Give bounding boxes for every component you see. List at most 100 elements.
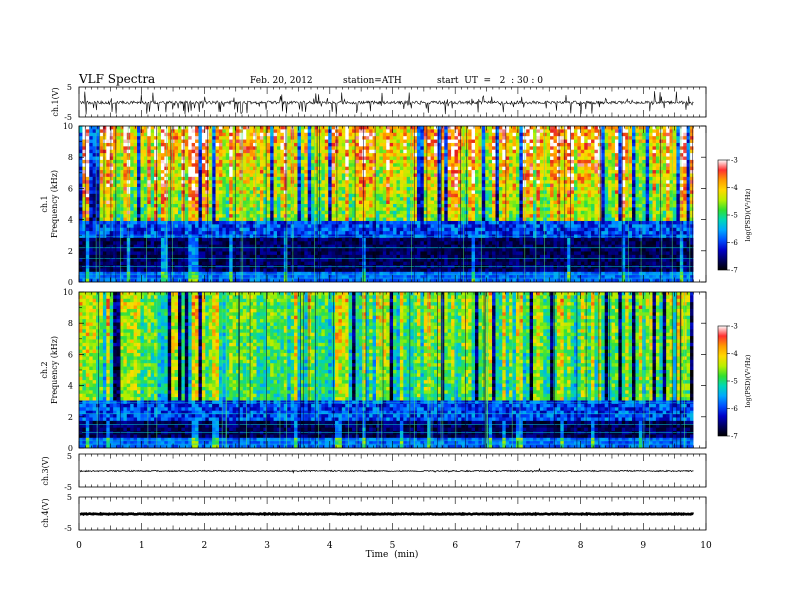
ch1-spectrogram-cell — [399, 146, 404, 151]
ch1-spectrogram-cell — [249, 153, 254, 157]
ch1-spectrogram-cell — [659, 187, 664, 191]
ch1-spectrogram-cell — [171, 183, 175, 188]
ch1-spectrogram-cell — [447, 190, 452, 195]
ch1-spectrogram-cell — [181, 193, 186, 198]
ch1-spectrogram-cell — [266, 190, 271, 195]
ch1-spectrogram-cell — [317, 126, 322, 130]
ch1-spectrogram-cell — [676, 197, 681, 202]
ch1-spectrogram-cell — [137, 142, 141, 147]
ch1-spectrogram-cell — [188, 183, 193, 188]
ch1-spectrogram-cell — [669, 159, 674, 164]
ch1-spectrogram-cell — [539, 139, 544, 144]
ch1-spectrogram-cell — [563, 126, 568, 130]
ch1-spectrogram-cell — [621, 139, 626, 144]
ch1-spectrogram-cell — [130, 129, 135, 134]
ch1-spectrogram-cell — [393, 217, 397, 222]
ch1-spectrogram-cell — [358, 187, 363, 191]
ch1-spectrogram-cell — [529, 159, 534, 164]
ch1-spectrogram-cell — [372, 210, 377, 215]
ch1-spectrogram-cell — [632, 204, 636, 208]
ch1-spectrogram-cell — [406, 142, 411, 147]
ch1-spectrogram-cell — [348, 204, 353, 208]
ch1-spectrogram-cell — [345, 159, 350, 164]
ch1-spectrogram-cell — [621, 149, 626, 154]
ch1-spectrogram-cell — [324, 204, 329, 208]
ch1-spectrogram-cell — [434, 129, 438, 134]
ch1-spectrogram-cell — [208, 139, 213, 144]
ch1-spectrogram-cell — [437, 176, 442, 181]
ch1-spectrogram-cell — [270, 173, 274, 178]
ch1-spectrogram-cell — [403, 183, 408, 188]
ch1-spectrogram-cell — [116, 214, 121, 218]
ch1-spectrogram-cell — [546, 149, 551, 154]
ch1-spectrogram-cell — [345, 183, 350, 188]
ch1-spectrogram-cell — [140, 204, 145, 208]
ch1-spectrogram-cell — [102, 129, 107, 134]
ch1-spectrogram-cell — [584, 139, 589, 144]
ch1-spectrogram-cell — [229, 166, 234, 171]
ch1-spectrogram-cell — [509, 129, 513, 134]
ch1-spectrogram-cell — [505, 156, 510, 161]
ch1-spectrogram-cell — [188, 180, 193, 185]
ch1-spectrogram-cell — [519, 132, 524, 137]
ch1-spectrogram-cell — [519, 166, 524, 171]
ch1-spectrogram-cell — [608, 197, 612, 202]
ch1-spectrogram-cell — [659, 159, 664, 164]
ch1-spectrogram-cell — [181, 129, 186, 134]
ch1-spectrogram-cell — [604, 149, 609, 154]
ch1-spectrogram-cell — [317, 187, 322, 191]
ch1-spectrogram-cell — [512, 156, 517, 161]
ch1-spectrogram-cell — [184, 159, 189, 164]
ch1-spectrogram-cell — [106, 187, 111, 191]
ch1-spectrogram-cell — [669, 183, 674, 188]
ch1-spectrogram-cell — [584, 170, 589, 174]
ch1-spectrogram-cell — [399, 200, 404, 205]
ch1-spectrogram-cell — [205, 149, 210, 154]
ch1-spectrogram-cell — [655, 210, 660, 215]
ch1-spectrogram-cell — [294, 190, 298, 195]
ch1-spectrogram-cell — [594, 132, 599, 137]
ch1-spectrogram-cell — [355, 163, 360, 168]
ch1-spectrogram-cell — [195, 153, 199, 157]
ch1-spectrogram-cell — [369, 142, 373, 147]
ch1-spectrogram-cell — [416, 207, 421, 212]
ch1-spectrogram-cell — [119, 142, 124, 147]
ch1-spectrogram-cell — [280, 217, 285, 222]
ch1-spectrogram-cell — [492, 170, 496, 174]
ch1-spectrogram-cell — [276, 132, 281, 137]
ch1-spectrogram-cell — [222, 139, 227, 144]
ch1-spectrogram-cell — [171, 170, 175, 174]
ch1-spectrogram-cell — [317, 153, 322, 157]
ch1-spectrogram-cell — [201, 187, 206, 191]
ch1-spectrogram-cell — [273, 180, 278, 185]
ch1-spectrogram-cell — [427, 200, 431, 205]
ch1-spectrogram-cell — [498, 190, 503, 195]
ch1-spectrogram-cell — [328, 139, 333, 144]
ch1-spectrogram-cell — [474, 153, 479, 157]
ch1-spectrogram-cell — [690, 139, 694, 144]
ch1-spectrogram-cell — [232, 210, 237, 215]
ch1-spectrogram-cell — [488, 170, 493, 174]
ch1-spectrogram-cell — [686, 170, 691, 174]
ch1-spectrogram-cell — [300, 153, 305, 157]
ch1-spectrogram-cell — [560, 156, 565, 161]
ch1-spectrogram-cell — [140, 142, 145, 147]
ch1-spectrogram-cell — [229, 176, 234, 181]
ch1-spectrogram-cell — [338, 210, 343, 215]
ch1-spectrogram-cell — [666, 149, 670, 154]
ch1-spectrogram-cell — [580, 132, 585, 137]
ch1-spectrogram-cell — [403, 163, 408, 168]
ch1-spectrogram-cell — [365, 159, 370, 164]
ch1-spectrogram-cell — [635, 187, 640, 191]
ch1-spectrogram-cell — [683, 176, 688, 181]
ch1-spectrogram-cell — [294, 156, 298, 161]
ch1-spectrogram-cell — [297, 217, 302, 222]
ch1-spectrogram-cell — [399, 214, 404, 218]
ch1-spectrogram-cell — [212, 214, 216, 218]
ch1-spectrogram-cell — [229, 129, 234, 134]
ch1-spectrogram-cell — [280, 139, 285, 144]
ch1-spectrogram-cell — [505, 183, 510, 188]
ch1-spectrogram-cell — [533, 173, 537, 178]
ch1-spectrogram-cell — [263, 204, 268, 208]
ch1-spectrogram-cell — [307, 197, 312, 202]
